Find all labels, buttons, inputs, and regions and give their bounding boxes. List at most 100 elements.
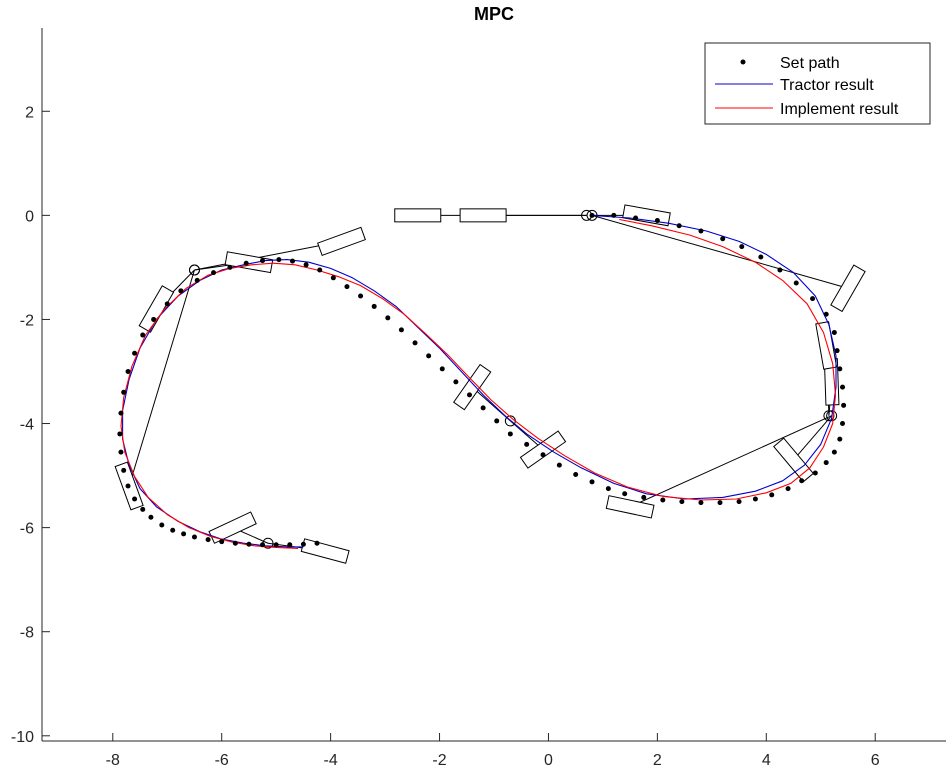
set-path-point [385, 315, 391, 321]
set-path-point [118, 410, 124, 416]
set-path-point [799, 478, 805, 484]
set-path-point [246, 541, 252, 547]
set-path-point [140, 332, 146, 338]
set-path-point [841, 402, 847, 408]
set-path-point [736, 499, 742, 505]
set-path-point [622, 491, 628, 497]
tractor-body [519, 430, 567, 469]
x-tick-label: 0 [544, 752, 553, 769]
set-path-point [439, 366, 445, 372]
set-path-point [524, 441, 530, 447]
set-path-point [178, 288, 184, 294]
set-path-point [287, 542, 293, 548]
drawbar-link [793, 415, 833, 461]
vehicle-poses [114, 204, 866, 564]
y-axis-ticks: 2 0 -2 -4 -6 -8 -10 [11, 104, 50, 746]
set-path-point [739, 244, 745, 250]
x-axis-ticks: -8 -6 -4 -2 0 2 4 6 [106, 733, 880, 769]
set-path-point [219, 539, 225, 545]
set-path-point [831, 329, 837, 335]
set-path-point [140, 506, 146, 512]
set-path-point [227, 264, 233, 270]
set-path-point [205, 537, 211, 543]
legend: Set path Tractor result Implement result [704, 42, 931, 125]
hitch-link [629, 415, 832, 508]
set-path-point [132, 350, 138, 356]
set-path-point [769, 492, 775, 498]
set-path-point [398, 327, 404, 333]
set-path-point [260, 258, 266, 264]
set-path-point [507, 431, 513, 437]
set-path-point [810, 296, 816, 302]
set-path-point [125, 368, 131, 374]
set-path-point [426, 353, 432, 359]
set-path-point [605, 486, 611, 492]
set-path-point [698, 228, 704, 234]
set-path-point [117, 431, 123, 437]
set-path-point [121, 389, 127, 395]
set-path-point [777, 267, 783, 273]
implement-body [605, 495, 655, 519]
set-path-point [660, 497, 666, 503]
legend-marker-set-path [740, 59, 746, 65]
y-tick-label: -8 [20, 625, 34, 642]
set-path-point [633, 215, 639, 221]
implement-body [830, 264, 866, 313]
set-path-point [125, 483, 131, 489]
x-tick-label: 4 [762, 752, 771, 769]
set-path-point [466, 392, 472, 398]
implement-result-line [120, 218, 837, 549]
set-path-point [793, 280, 799, 286]
set-path-point [573, 472, 579, 478]
hitch-link [194, 240, 342, 271]
x-tick-label: 6 [871, 752, 880, 769]
set-path-point [330, 275, 336, 281]
set-path-point [344, 284, 350, 290]
y-tick-label: 2 [25, 104, 34, 121]
implement-body [300, 538, 350, 564]
set-path-point [831, 449, 837, 455]
set-path-point [194, 277, 200, 283]
set-path-point [164, 301, 170, 307]
set-path-point [785, 486, 791, 492]
vehicle-pose [605, 410, 838, 519]
set-path-point [679, 499, 685, 505]
set-path-point [181, 531, 187, 537]
set-path-point [840, 384, 846, 390]
set-path-point [676, 223, 682, 229]
set-path-point [211, 270, 217, 276]
set-path-point [556, 462, 562, 468]
axes-frame [41, 28, 946, 742]
set-path-point [589, 212, 595, 218]
set-path-point [276, 257, 282, 263]
set-path-point [834, 348, 840, 354]
tractor-body [773, 437, 814, 483]
set-path-point [641, 494, 647, 500]
tractor-body [459, 208, 507, 223]
vehicle-pose [188, 226, 366, 276]
set-path-point [151, 316, 157, 322]
implement-body [317, 226, 366, 256]
vehicle-pose [453, 363, 567, 469]
set-path-point [589, 479, 595, 485]
set-path-point [148, 514, 154, 520]
set-path-point [837, 436, 843, 442]
tractor-body [138, 285, 175, 333]
y-tick-label: -2 [20, 312, 34, 329]
set-path-point [698, 500, 704, 506]
drawbar-link [510, 420, 544, 450]
hitch-point [188, 264, 200, 276]
set-path-point [191, 534, 197, 540]
set-path-point [837, 366, 843, 372]
x-tick-label: 2 [653, 752, 662, 769]
legend-label-set-path: Set path [780, 55, 840, 72]
set-path-point [654, 218, 660, 224]
x-tick-label: -6 [215, 752, 229, 769]
tractor-body [208, 511, 257, 544]
implement-body [394, 208, 442, 223]
hitch-link [128, 269, 195, 487]
implement-body [453, 363, 492, 411]
set-path-point [480, 405, 486, 411]
